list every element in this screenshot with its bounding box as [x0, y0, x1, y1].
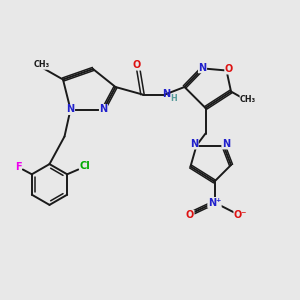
Text: Cl: Cl	[80, 161, 91, 171]
Text: O: O	[132, 60, 141, 70]
Text: O⁻: O⁻	[234, 210, 247, 220]
Text: O: O	[225, 64, 233, 74]
Text: CH₃: CH₃	[34, 60, 50, 69]
Text: F: F	[15, 161, 21, 172]
Text: O: O	[186, 210, 194, 220]
Text: CH₃: CH₃	[240, 94, 256, 103]
Text: N: N	[190, 139, 198, 149]
Text: N: N	[99, 104, 108, 115]
Text: N⁺: N⁺	[208, 197, 221, 208]
Text: N: N	[162, 89, 170, 99]
Text: N: N	[66, 104, 75, 115]
Text: N: N	[198, 63, 207, 73]
Text: H: H	[171, 94, 177, 103]
Text: N: N	[222, 139, 230, 149]
